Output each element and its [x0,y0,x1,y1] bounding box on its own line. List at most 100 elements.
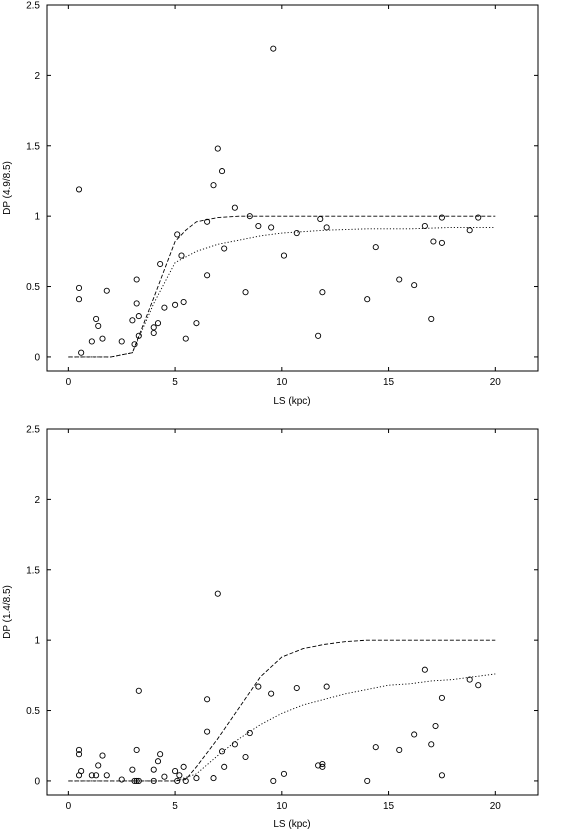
bottom-data-point [103,772,110,779]
bottom-data-point [154,758,162,765]
bottom-data-point [214,590,221,597]
top-x-tick-label: 15 [383,377,395,388]
top-data-point [180,298,187,306]
bottom-data-point [135,687,142,694]
bottom-data-point [246,730,253,737]
bottom-tick-group: 0 5 10 15 20 0 0.5 1 1.5 2 2.5 [26,425,538,812]
top-data-point [182,335,189,342]
top-data-point [428,315,435,322]
bottom-data-point [99,752,106,759]
top-data-point [242,289,249,296]
bottom-data-points [75,590,482,784]
bottom-data-point [315,762,322,769]
bottom-data-point [323,683,330,690]
top-data-point [430,238,437,245]
bottom-y-tick-label: 1.5 [26,565,40,576]
top-data-point [75,186,83,193]
bottom-y-tick-label: 1 [34,636,40,647]
top-data-point [135,332,142,339]
top-data-point [93,315,100,322]
bottom-data-point [129,766,136,773]
top-y-tick-label: 2.5 [26,1,40,12]
bottom-data-point [421,666,428,673]
bottom-data-point [161,773,168,780]
bottom-data-point [75,751,83,758]
top-y-tick-label: 1 [34,212,40,223]
bottom-data-point [172,768,179,775]
top-dotted-curve [68,226,496,358]
bottom-data-point [135,777,142,784]
top-data-point [319,289,326,296]
bottom-y-tick-label: 0 [34,776,40,787]
top-data-point [204,218,211,225]
bottom-data-point [221,763,228,770]
top-y-tick-label: 2 [34,71,40,82]
bottom-data-point [131,777,138,784]
top-data-point [270,45,277,52]
top-y-axis-label: DP (4.9/8.5) [2,161,13,215]
bottom-y-tick-label: 0.5 [26,706,40,717]
bottom-data-point [150,777,157,784]
top-tick-group: 0 5 10 15 20 0 0.5 1 1.5 2 2.5 [26,1,538,388]
bottom-data-point [475,682,482,689]
top-data-point [193,320,200,327]
bottom-data-point [218,748,226,755]
top-data-points [75,45,482,356]
bottom-y-axis-label: DP (1.4/8.5) [2,585,13,639]
top-data-point [411,282,418,289]
bottom-x-tick-label: 15 [383,801,395,812]
bottom-x-axis-label: LS (kpc) [273,819,310,830]
top-x-tick-label: 0 [66,377,72,388]
bottom-data-point [255,683,262,690]
bottom-data-point [75,746,83,754]
top-data-point [221,245,228,252]
bottom-data-point [204,696,211,703]
top-data-point [133,276,140,283]
top-y-tick-label: 0 [34,352,40,363]
top-x-tick-label: 20 [490,377,502,388]
top-data-point [161,304,168,311]
bottom-data-point [438,694,445,701]
bottom-data-point [93,772,100,779]
bottom-data-point [150,766,157,773]
bottom-dotted-curve [68,673,496,782]
bottom-data-point [78,768,85,775]
top-data-point [280,252,288,259]
top-y-tick-label: 0.5 [26,282,40,293]
top-data-point [133,300,140,307]
bottom-data-point [242,753,249,761]
top-data-point [315,332,322,339]
bottom-data-point [133,777,140,784]
bottom-panel: 0 5 10 15 20 0 0.5 1 1.5 2 2.5 LS (kpc) DP (1.4/8.… [2,425,539,830]
top-data-point [131,341,138,348]
top-x-tick-label: 10 [276,377,288,388]
top-y-tick-label: 1.5 [26,141,40,152]
top-data-point [317,215,324,223]
bottom-data-point [438,772,445,779]
bottom-dashed-curve [68,639,496,782]
bottom-data-point [176,772,183,779]
top-data-point [466,227,473,234]
bottom-data-point [133,746,140,754]
top-data-point [95,322,102,330]
bottom-data-point [157,751,164,758]
top-data-point [246,213,253,220]
bottom-x-tick-label: 20 [490,801,502,812]
top-data-point [214,145,221,152]
bottom-data-point [180,763,187,770]
top-dashed-curve [68,215,496,358]
top-data-point [172,301,179,308]
bottom-model-curves [68,639,496,782]
bottom-data-point [466,676,473,683]
bottom-data-point [270,777,277,784]
top-data-point [438,239,445,246]
bottom-data-point [293,684,300,692]
bottom-x-tick-label: 10 [276,801,288,812]
top-data-point [396,276,403,283]
bottom-plot-frame [46,428,539,796]
top-data-point [268,224,275,231]
bottom-data-point [268,690,275,697]
bottom-data-point [280,770,288,777]
top-data-point [421,222,428,230]
